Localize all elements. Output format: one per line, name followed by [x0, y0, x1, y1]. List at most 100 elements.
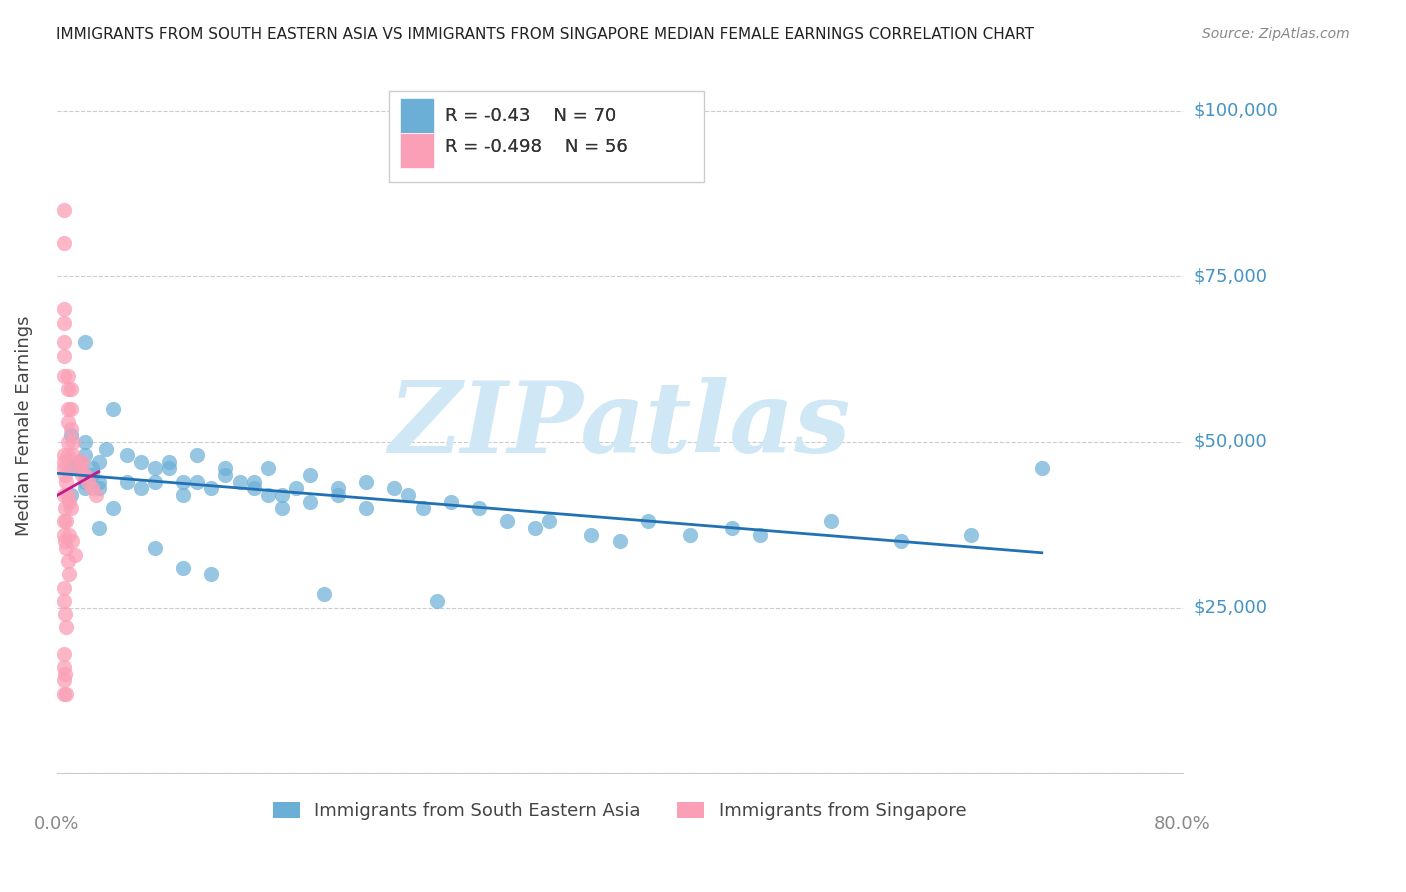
Point — [256, 461, 278, 475]
Point — [890, 534, 912, 549]
Text: IMMIGRANTS FROM SOUTH EASTERN ASIA VS IMMIGRANTS FROM SINGAPORE MEDIAN FEMALE EA: IMMIGRANTS FROM SOUTH EASTERN ASIA VS IM… — [56, 27, 1035, 42]
Point — [53, 468, 76, 483]
Point — [1031, 461, 1053, 475]
Point — [53, 534, 76, 549]
Point — [354, 501, 377, 516]
Point — [94, 442, 117, 456]
Point — [52, 368, 75, 383]
Point — [440, 494, 463, 508]
Point — [115, 475, 138, 489]
Point — [172, 561, 194, 575]
Text: 0.0%: 0.0% — [34, 815, 79, 833]
Point — [52, 527, 75, 541]
Text: $100,000: $100,000 — [1194, 102, 1278, 120]
Point — [55, 475, 77, 489]
Point — [820, 515, 842, 529]
Text: $50,000: $50,000 — [1194, 433, 1267, 450]
Point — [87, 455, 110, 469]
Point — [55, 515, 77, 529]
Point — [52, 316, 75, 330]
Y-axis label: Median Female Earnings: Median Female Earnings — [15, 315, 32, 535]
Point — [59, 428, 82, 442]
Point — [56, 368, 79, 383]
Text: R = -0.43    N = 70: R = -0.43 N = 70 — [446, 107, 616, 125]
Point — [298, 468, 321, 483]
Point — [186, 448, 208, 462]
Point — [214, 468, 236, 483]
Point — [284, 481, 307, 495]
Point — [52, 455, 75, 469]
Point — [56, 415, 79, 429]
Point — [59, 501, 82, 516]
Point — [52, 515, 75, 529]
Point — [242, 481, 264, 495]
Point — [52, 488, 75, 502]
Point — [52, 673, 75, 688]
Point — [62, 434, 84, 449]
Point — [679, 527, 702, 541]
Point — [58, 494, 80, 508]
Point — [76, 475, 98, 489]
Point — [66, 461, 89, 475]
Point — [186, 475, 208, 489]
Point — [468, 501, 491, 516]
Point — [412, 501, 434, 516]
Point — [538, 515, 561, 529]
Point — [87, 475, 110, 489]
Point — [270, 501, 292, 516]
Point — [59, 401, 82, 416]
Point — [80, 461, 103, 475]
Point — [609, 534, 631, 549]
Point — [354, 475, 377, 489]
Point — [52, 335, 75, 350]
Point — [70, 468, 93, 483]
Point — [115, 448, 138, 462]
Point — [143, 461, 166, 475]
Point — [55, 620, 77, 634]
Point — [73, 481, 96, 495]
Point — [66, 455, 89, 469]
Point — [52, 594, 75, 608]
Point — [73, 475, 96, 489]
Point — [52, 581, 75, 595]
Point — [59, 382, 82, 396]
Text: Source: ZipAtlas.com: Source: ZipAtlas.com — [1202, 27, 1350, 41]
Point — [256, 488, 278, 502]
Point — [172, 488, 194, 502]
FancyBboxPatch shape — [401, 98, 434, 133]
Point — [200, 481, 222, 495]
Point — [53, 607, 76, 622]
Point — [426, 594, 449, 608]
Point — [637, 515, 659, 529]
Point — [326, 481, 349, 495]
Point — [101, 401, 124, 416]
Point — [384, 481, 406, 495]
Point — [73, 434, 96, 449]
Point — [157, 461, 180, 475]
FancyBboxPatch shape — [401, 133, 434, 168]
Point — [398, 488, 420, 502]
Point — [56, 382, 79, 396]
Text: $75,000: $75,000 — [1194, 268, 1268, 285]
Point — [56, 554, 79, 568]
Point — [55, 687, 77, 701]
Point — [172, 475, 194, 489]
Legend: Immigrants from South Eastern Asia, Immigrants from Singapore: Immigrants from South Eastern Asia, Immi… — [273, 802, 966, 820]
Point — [157, 455, 180, 469]
Point — [87, 521, 110, 535]
Point — [228, 475, 250, 489]
Point — [70, 455, 93, 469]
Point — [143, 541, 166, 555]
Text: 80.0%: 80.0% — [1154, 815, 1211, 833]
Point — [59, 488, 82, 502]
Point — [58, 567, 80, 582]
Point — [312, 587, 335, 601]
Point — [62, 448, 84, 462]
Point — [298, 494, 321, 508]
Point — [56, 448, 79, 462]
Point — [52, 461, 75, 475]
Point — [80, 481, 103, 495]
Point — [52, 302, 75, 317]
Point — [53, 501, 76, 516]
Point — [960, 527, 983, 541]
